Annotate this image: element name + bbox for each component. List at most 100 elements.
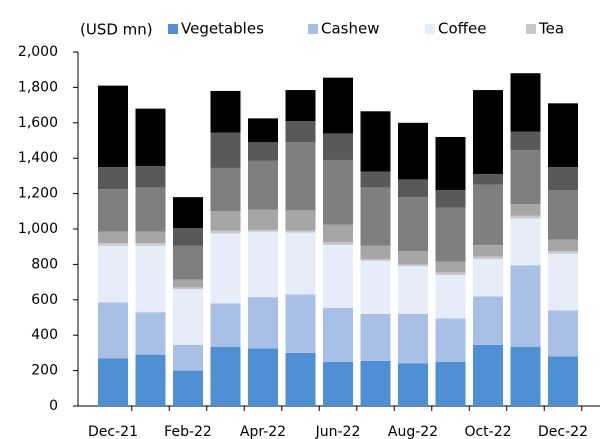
bar-segment <box>435 190 466 208</box>
bar-segment <box>210 230 241 234</box>
y-tick-label: 400 <box>31 327 58 343</box>
bar-segment <box>210 167 241 212</box>
bar-segment <box>248 348 278 406</box>
bar-segment <box>173 344 203 371</box>
bar-segment <box>248 231 278 298</box>
bar-segment <box>398 264 428 267</box>
legend-label: Cashew <box>321 20 379 38</box>
bar-segment <box>360 187 391 246</box>
bar-segment <box>473 259 503 297</box>
y-tick-label: 1,400 <box>18 150 58 166</box>
bar-segment <box>473 244 503 257</box>
bar-segment <box>435 136 466 191</box>
bar-segment <box>135 312 166 355</box>
x-tick-label: Jun-22 <box>315 424 361 439</box>
bar-segment <box>248 297 278 349</box>
bar-segment <box>435 261 466 273</box>
bar-segment <box>173 279 203 288</box>
bar-segment <box>98 189 128 232</box>
bar-segment <box>473 90 503 175</box>
legend-label: Tea <box>538 20 564 38</box>
y-tick-label: 800 <box>31 256 58 272</box>
bar-segment <box>210 303 241 347</box>
bar-segment <box>360 171 391 188</box>
bar-segment <box>398 197 428 252</box>
legend-label: Vegetables <box>181 20 264 38</box>
legend-label: Coffee <box>438 20 486 38</box>
bar-segment <box>210 132 241 168</box>
y-tick-label: 1,200 <box>18 186 58 202</box>
bar-segment <box>473 174 503 185</box>
x-tick-label: Oct-22 <box>464 424 511 439</box>
bar-segment <box>323 159 353 225</box>
bar-segment <box>135 245 166 313</box>
bar-segment <box>360 259 391 261</box>
bar-segment <box>173 197 203 229</box>
bar-segment <box>398 313 428 364</box>
bar-segment <box>173 245 203 280</box>
x-tick-label: Aug-22 <box>388 424 438 439</box>
bar-segment <box>285 121 316 143</box>
bar-segment <box>210 346 241 406</box>
y-tick-label: 1,800 <box>18 79 58 95</box>
y-tick-label: 600 <box>31 292 58 308</box>
bar-segment <box>360 360 391 406</box>
bar-segment <box>473 184 503 245</box>
legend-swatch <box>425 24 435 34</box>
x-tick-label: Dec-21 <box>88 424 138 439</box>
bar-segment <box>510 131 541 151</box>
bar-segment <box>398 363 428 406</box>
bar-segment <box>173 228 203 246</box>
y-tick-label: 1,600 <box>18 115 58 131</box>
y-axis-label: (USD mn) <box>80 21 153 39</box>
bar-segment <box>248 209 278 230</box>
bar-segment <box>285 294 316 353</box>
bar-segment <box>173 289 203 345</box>
bar-segment <box>248 118 278 143</box>
bar-segment <box>135 243 166 246</box>
bar-segment <box>398 179 428 198</box>
bar-segment <box>210 211 241 231</box>
bar-segment <box>510 204 541 216</box>
bar-segment <box>548 356 578 406</box>
bar-segment <box>398 122 428 180</box>
bar-segment <box>510 346 541 406</box>
bar-segment <box>548 103 578 168</box>
bar-segment <box>323 244 353 308</box>
y-tick-label: 200 <box>31 363 58 379</box>
bar-segment <box>435 318 466 362</box>
bar-segment <box>323 133 353 160</box>
legend-swatch <box>308 24 318 34</box>
bar-segment <box>435 272 466 276</box>
bar-segment <box>360 245 391 260</box>
bar-segment <box>473 296 503 345</box>
bar-segment <box>548 253 578 311</box>
bar-segment <box>210 233 241 304</box>
bar-segment <box>548 190 578 240</box>
bar-segment <box>248 160 278 210</box>
bar-segment <box>323 361 353 406</box>
bar-segment <box>285 210 316 231</box>
bar-segment <box>435 207 466 262</box>
bar-segment <box>98 358 128 406</box>
bar-segment <box>248 142 278 161</box>
bar-segment <box>435 275 466 319</box>
bar-segment <box>548 251 578 254</box>
bar-segment <box>510 215 541 219</box>
y-tick-label: 2,000 <box>18 44 58 60</box>
bar-segment <box>285 90 316 122</box>
bar-segment <box>135 166 166 188</box>
bar-segment <box>510 73 541 132</box>
bar-segment <box>548 310 578 357</box>
bar-segment <box>135 187 166 232</box>
bar-segment <box>285 142 316 211</box>
legend-swatch <box>526 24 536 34</box>
y-tick-label: 1,000 <box>18 221 58 237</box>
bar-segment <box>435 361 466 406</box>
x-tick-label: Dec-22 <box>538 424 588 439</box>
bar-segment <box>98 243 128 246</box>
bar-segment <box>360 111 391 172</box>
bar-segment <box>98 231 128 244</box>
bar-segment <box>248 229 278 232</box>
